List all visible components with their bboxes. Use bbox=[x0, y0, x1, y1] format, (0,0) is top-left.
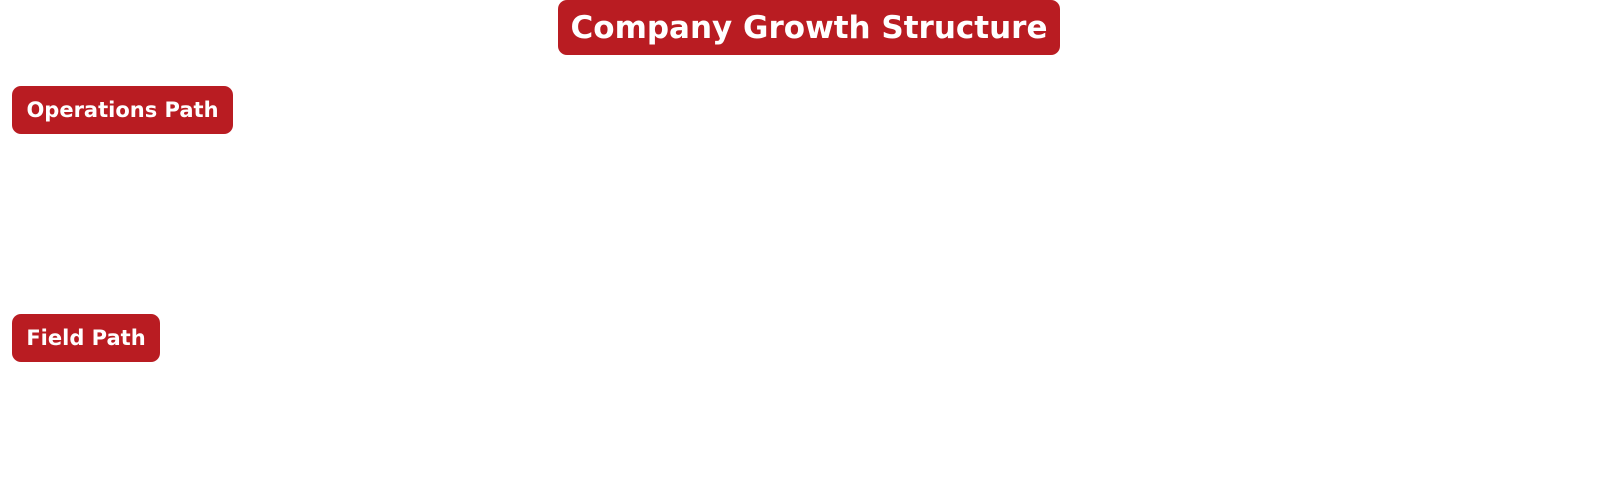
page-title: Company Growth Structure bbox=[558, 0, 1060, 55]
operations-path-node: Operations Path bbox=[12, 86, 233, 134]
field-path-node: Field Path bbox=[12, 314, 160, 362]
